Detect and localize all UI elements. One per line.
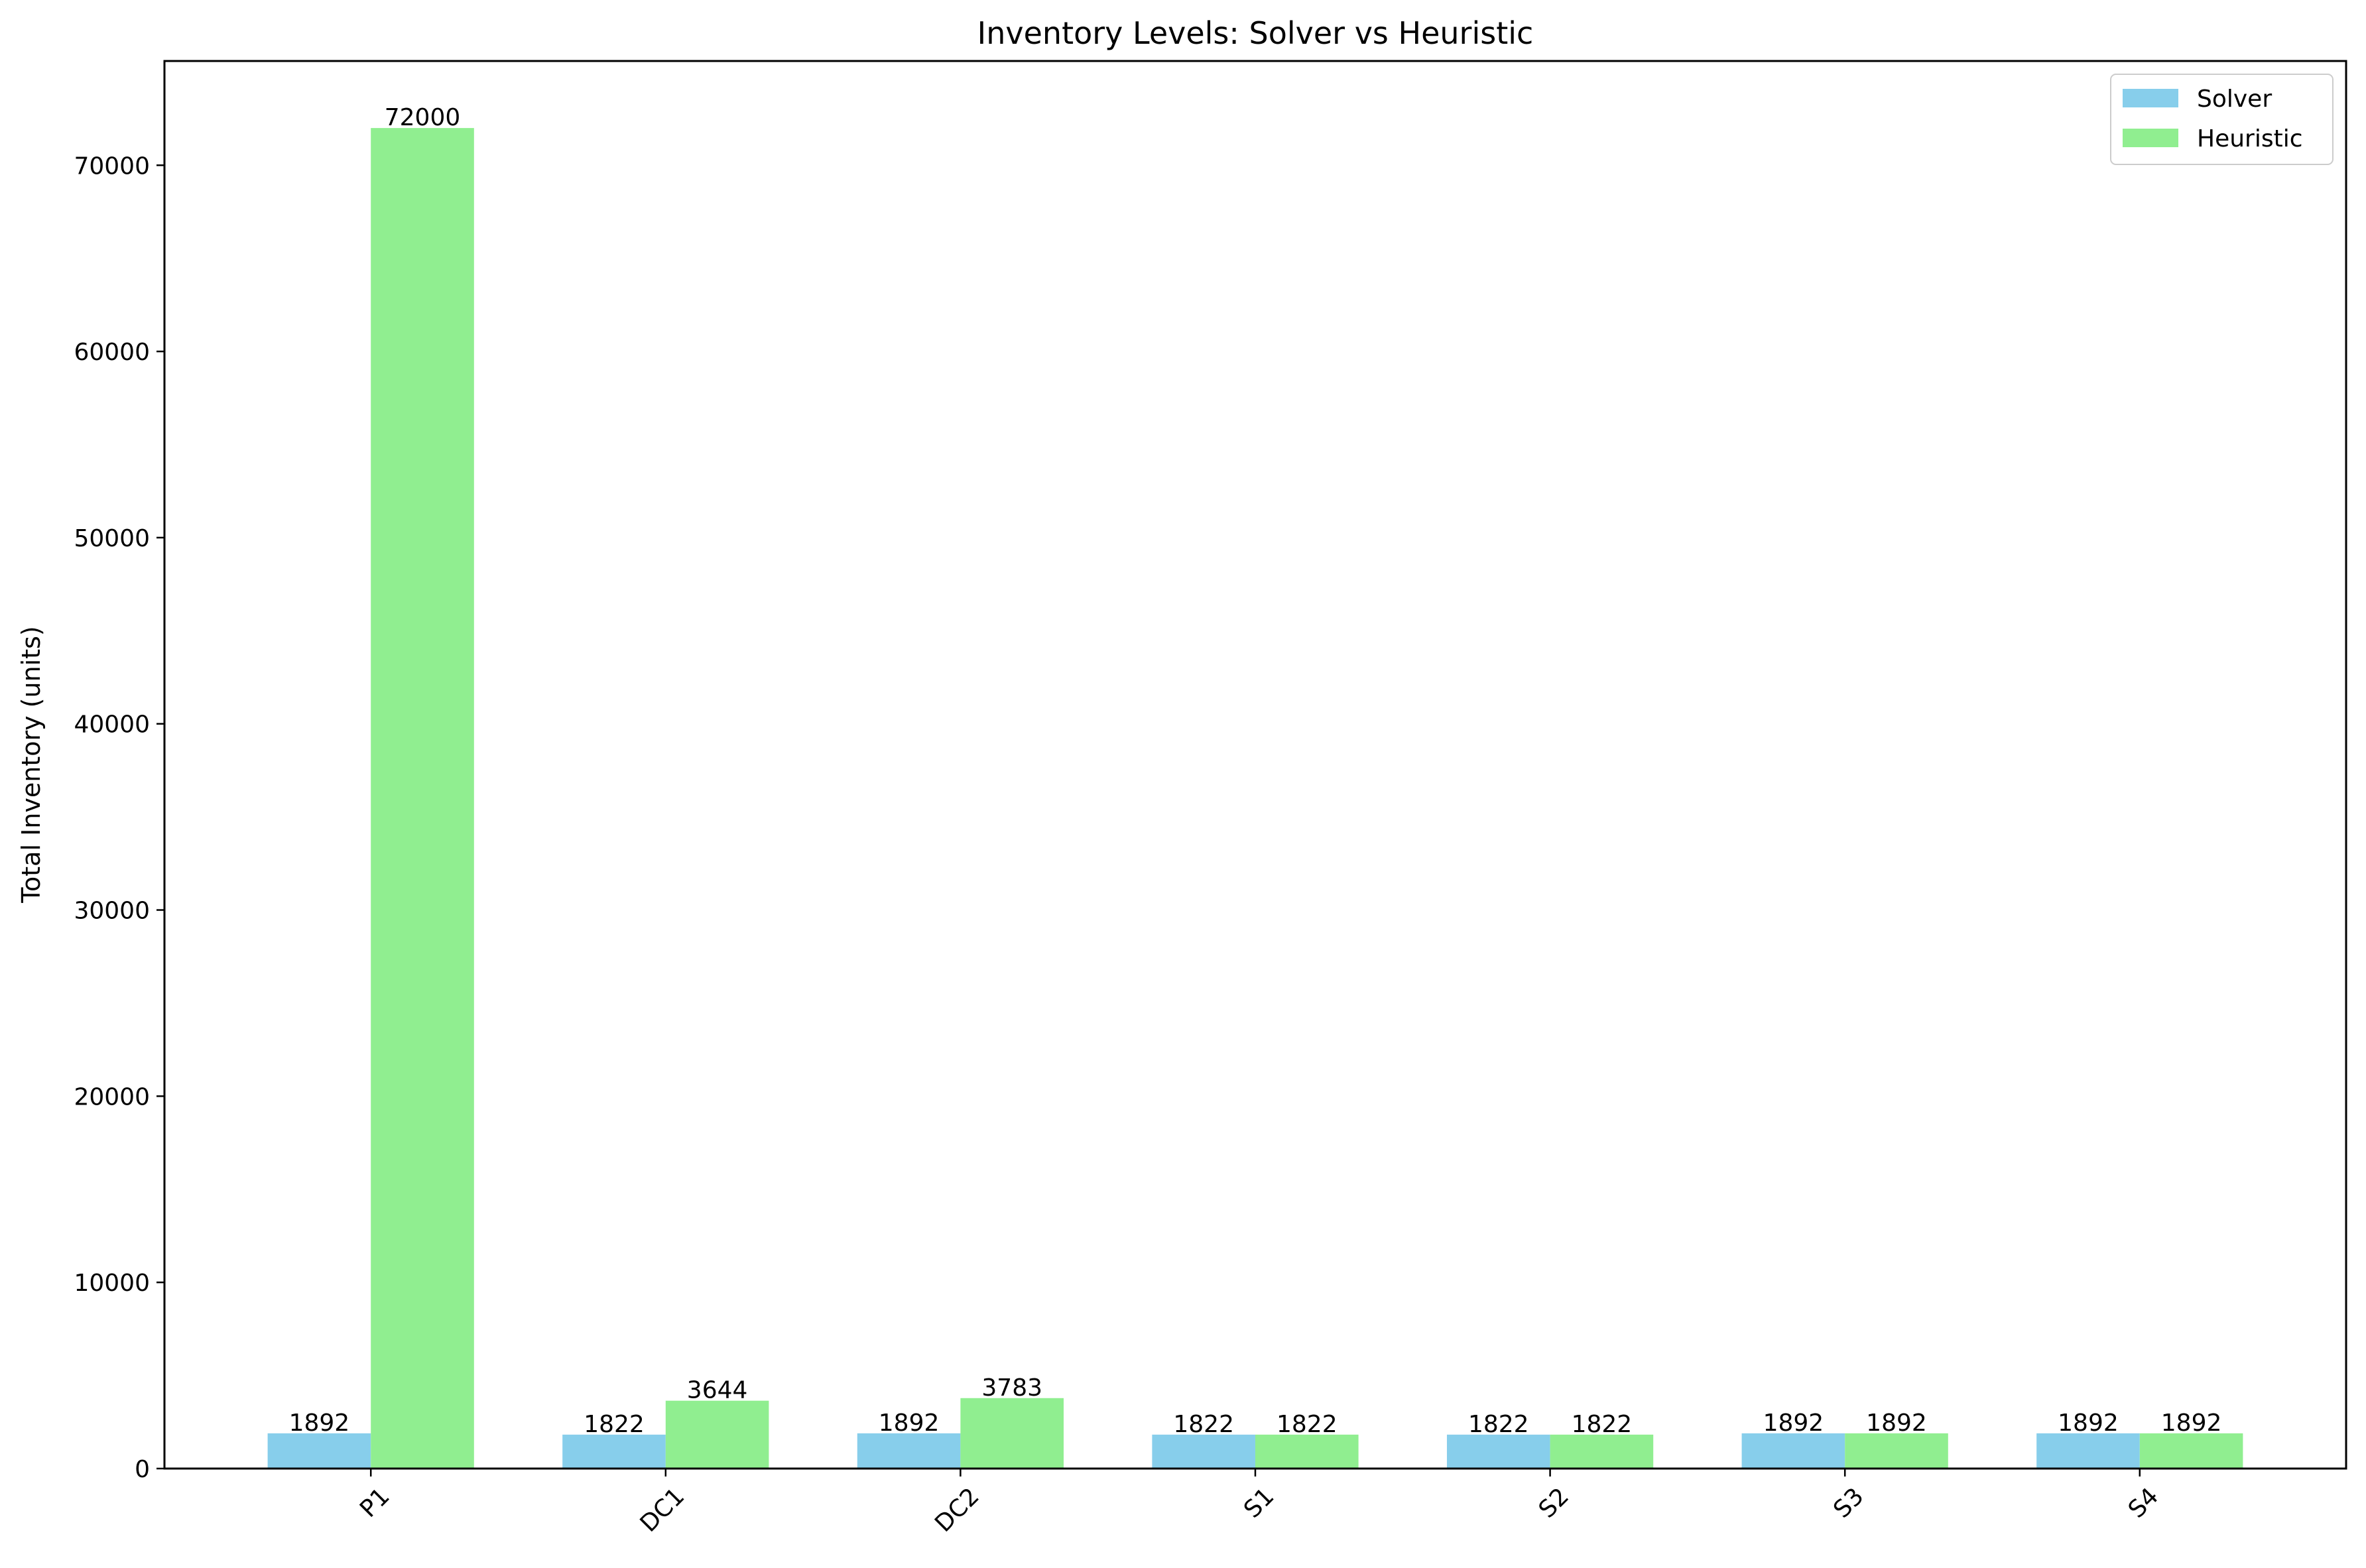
plot-area-frame: [163, 60, 2347, 1470]
bars-layer: [267, 128, 2243, 1469]
data-label-heuristic-s2: 1822: [1572, 1411, 1633, 1438]
x-tick-label: S2: [1534, 1482, 1574, 1523]
data-label-heuristic-dc2: 3783: [981, 1374, 1042, 1402]
legend-label-heuristic: Heuristic: [2197, 125, 2303, 152]
bar-heuristic-s2: [1550, 1434, 1654, 1469]
x-tick-label: S4: [2123, 1482, 2164, 1523]
y-axis-label: Total Inventory (units): [17, 626, 46, 903]
y-tick-label: 20000: [74, 1083, 150, 1111]
bar-solver-s2: [1446, 1434, 1550, 1469]
legend-swatch-heuristic: [2123, 129, 2178, 147]
data-label-solver-s3: 1892: [1763, 1410, 1824, 1437]
y-tick-label: 0: [135, 1456, 150, 1483]
bar-solver-dc2: [857, 1433, 961, 1469]
data-labels-layer: 1892 1822 1892 1822 1822 1892 1892 72000 3644 378…: [289, 104, 2222, 1438]
bar-heuristic-dc2: [960, 1398, 1064, 1469]
bar-solver-s1: [1152, 1434, 1255, 1469]
legend-label-solver: Solver: [2197, 86, 2272, 113]
legend-swatch-solver: [2123, 89, 2178, 107]
data-label-heuristic-s1: 1822: [1276, 1411, 1338, 1438]
bar-solver-s4: [2036, 1433, 2140, 1469]
bar-solver-dc1: [562, 1434, 666, 1469]
data-label-heuristic-s4: 1892: [2161, 1410, 2222, 1437]
bar-heuristic-s3: [1845, 1433, 1948, 1469]
bar-heuristic-dc1: [665, 1400, 769, 1469]
data-label-heuristic-s3: 1892: [1866, 1410, 1927, 1437]
y-tick-label: 50000: [74, 525, 150, 552]
bar-solver-p1: [267, 1433, 371, 1469]
bar-heuristic-s1: [1255, 1434, 1359, 1469]
y-axis-ticks: 0 10000 20000 30000 40000 50000 60000 70000: [74, 152, 164, 1483]
y-tick-label: 30000: [74, 898, 150, 925]
bar-heuristic-s4: [2139, 1433, 2243, 1469]
data-label-solver-s2: 1822: [1468, 1411, 1529, 1438]
data-label-solver-dc1: 1822: [584, 1411, 645, 1438]
x-tick-label: S1: [1239, 1482, 1279, 1523]
data-label-heuristic-dc1: 3644: [687, 1377, 748, 1404]
bar-solver-s3: [1741, 1433, 1845, 1469]
chart-title: Inventory Levels: Solver vs Heuristic: [977, 15, 1534, 51]
y-tick-label: 10000: [74, 1270, 150, 1297]
x-axis-ticks: P1 DC1 DC2 S1 S2 S3 S4: [355, 1469, 2164, 1538]
data-label-solver-s1: 1822: [1173, 1411, 1234, 1438]
y-tick-label: 40000: [74, 711, 150, 739]
y-tick-label: 70000: [74, 152, 150, 180]
x-tick-label: S3: [1828, 1482, 1869, 1523]
x-tick-label: DC1: [635, 1482, 690, 1538]
data-label-solver-p1: 1892: [289, 1410, 350, 1437]
y-tick-label: 60000: [74, 339, 150, 366]
x-tick-label: P1: [355, 1482, 395, 1523]
legend: Solver Heuristic: [2110, 74, 2334, 165]
x-tick-label: DC2: [930, 1482, 985, 1538]
data-label-solver-dc2: 1892: [879, 1410, 940, 1437]
data-label-solver-s4: 1892: [2058, 1410, 2119, 1437]
data-label-heuristic-p1: 72000: [385, 104, 461, 131]
bar-heuristic-p1: [371, 128, 474, 1469]
